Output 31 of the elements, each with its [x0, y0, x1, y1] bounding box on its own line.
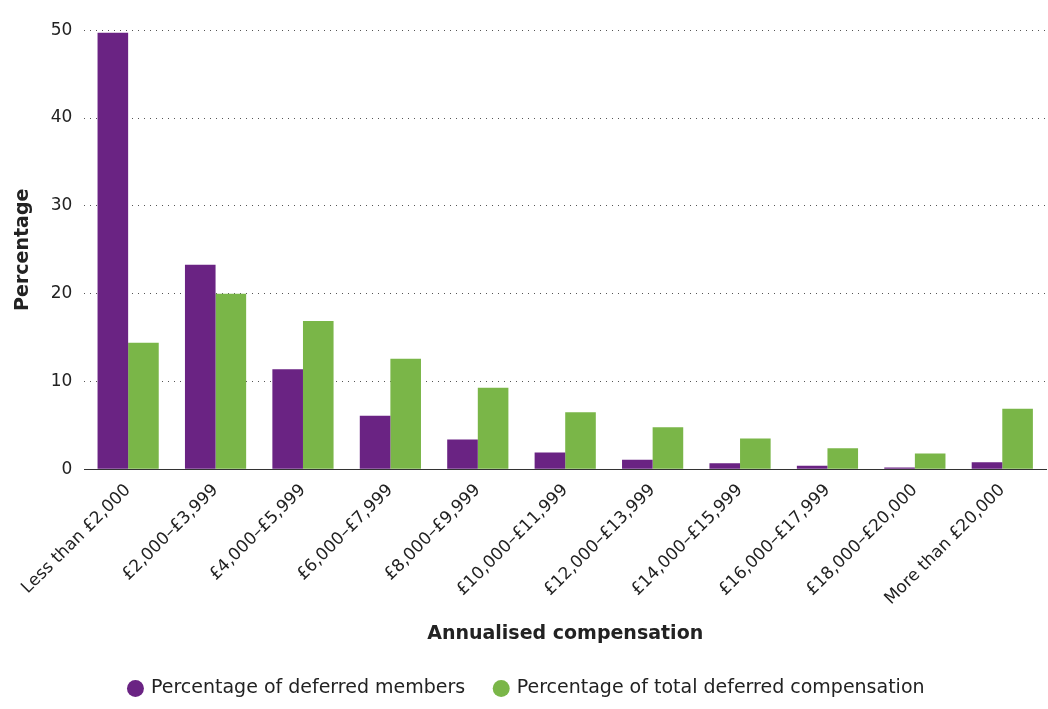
bar: [390, 358, 421, 469]
y-tick-label: 20: [50, 282, 73, 303]
bar: [302, 320, 334, 469]
bar: [272, 369, 303, 469]
bar: [477, 387, 509, 469]
bar: [447, 439, 478, 469]
y-axis-title: Percentage: [10, 188, 33, 311]
bar: [359, 415, 391, 469]
bar: [622, 459, 653, 469]
bar: [215, 293, 247, 469]
y-tick-label: 10: [50, 369, 73, 390]
bar: [796, 465, 828, 469]
bar: [534, 452, 566, 469]
bar: [740, 438, 771, 469]
bar: [184, 264, 216, 469]
bar: [565, 412, 596, 469]
bar: [1002, 408, 1033, 469]
bar: [652, 427, 684, 469]
bar: [709, 463, 741, 469]
bar: [827, 448, 859, 469]
legend-label: Percentage of total deferred compensation: [516, 675, 925, 698]
y-tick-label: 30: [50, 194, 73, 215]
bar: [97, 32, 129, 469]
x-axis-title: Annualised compensation: [427, 620, 704, 643]
bar: [128, 342, 159, 469]
legend-label: Percentage of deferred members: [150, 675, 466, 698]
y-tick-label: 0: [61, 457, 73, 478]
y-tick-label: 40: [50, 106, 73, 127]
y-tick-label: 50: [50, 18, 73, 39]
bar: [971, 462, 1003, 469]
bar: [914, 453, 946, 469]
